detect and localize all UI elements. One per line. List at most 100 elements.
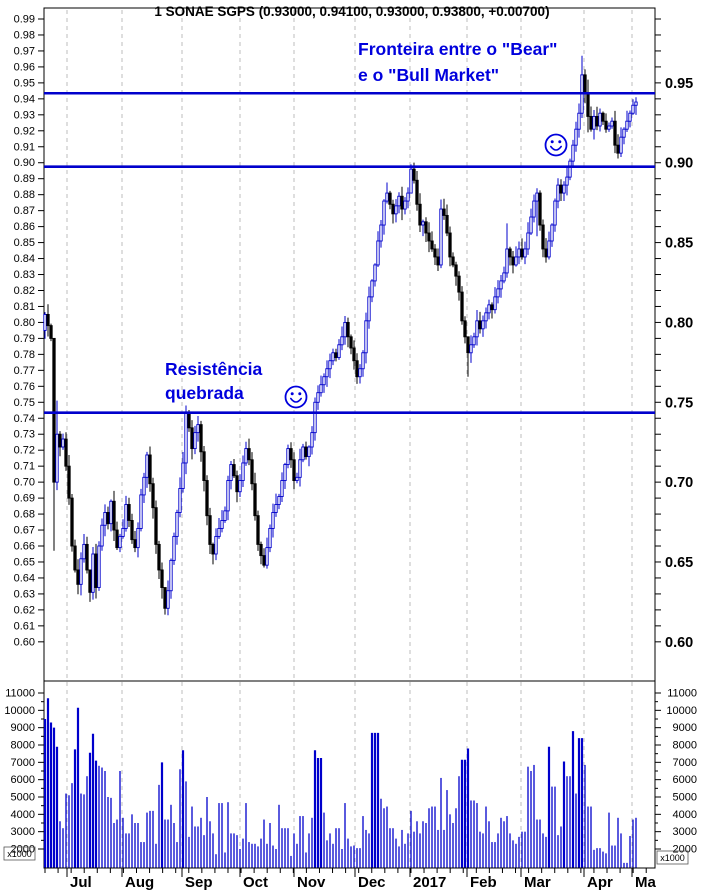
annotation-resistencia: Resistência quebrada [165,359,263,403]
svg-text:0.62: 0.62 [14,604,35,616]
svg-text:x1000: x1000 [660,853,685,863]
svg-text:0.68: 0.68 [14,509,35,521]
svg-text:Dec: Dec [358,874,386,890]
svg-text:0.69: 0.69 [14,493,35,505]
svg-text:0.65: 0.65 [14,556,35,568]
svg-text:4000: 4000 [11,809,35,821]
svg-text:Nov: Nov [297,874,326,890]
time-axis: Jul Aug Sep Oct Nov Dec 2017 Feb Mar Apr Ma [44,868,656,890]
svg-text:0.93: 0.93 [14,109,35,121]
annotation-resistencia-line1: Resistência [165,359,263,379]
annotation-bear-bull-line1: Fronteira entre o "Bear" [358,39,557,59]
svg-text:6000: 6000 [673,774,697,786]
svg-text:0.85: 0.85 [665,236,693,252]
svg-text:10000: 10000 [4,705,35,717]
svg-text:0.65: 0.65 [665,555,693,571]
svg-text:0.92: 0.92 [14,125,35,137]
svg-text:0.80: 0.80 [14,317,35,329]
svg-text:0.81: 0.81 [14,301,35,313]
svg-text:Oct: Oct [243,874,268,890]
svg-text:Mar: Mar [524,874,551,890]
smiley-face-icon [284,385,308,409]
svg-text:0.94: 0.94 [14,93,35,105]
price-candles [43,55,638,616]
svg-text:Ma: Ma [635,874,656,890]
svg-text:Sep: Sep [185,874,213,890]
svg-text:0.76: 0.76 [14,381,35,393]
annotation-resistencia-line2: quebrada [165,383,244,403]
svg-text:Aug: Aug [125,874,154,890]
svg-text:0.72: 0.72 [14,445,35,457]
svg-text:2000: 2000 [11,844,35,856]
svg-text:0.95: 0.95 [14,77,35,89]
svg-text:0.71: 0.71 [14,461,35,473]
svg-text:11000: 11000 [5,688,35,700]
svg-text:0.64: 0.64 [14,572,35,584]
svg-text:10000: 10000 [666,705,697,717]
annotation-bear-bull-line2: e o "Bull Market" [358,65,499,85]
svg-text:0.95: 0.95 [665,76,693,92]
svg-text:0.78: 0.78 [14,349,35,361]
svg-text:Feb: Feb [470,874,497,890]
smiley-face-icon [544,133,568,157]
svg-text:8000: 8000 [11,740,35,752]
svg-text:3000: 3000 [11,826,35,838]
svg-text:0.96: 0.96 [14,61,35,73]
svg-text:0.87: 0.87 [14,205,35,217]
annotation-bear-bull: Fronteira entre o "Bear" e o "Bull Marke… [358,39,557,85]
svg-text:0.60: 0.60 [665,635,693,651]
svg-text:0.83: 0.83 [14,269,35,281]
svg-text:0.91: 0.91 [14,141,35,153]
volume-bars [43,698,637,868]
support-resistance-lines [44,91,655,414]
svg-text:0.89: 0.89 [14,173,35,185]
svg-text:0.82: 0.82 [14,285,35,297]
svg-text:0.75: 0.75 [665,395,693,411]
svg-text:x1000: x1000 [7,849,32,859]
svg-text:0.70: 0.70 [14,477,35,489]
svg-text:0.84: 0.84 [14,253,35,265]
chart-title: 1 SONAE SGPS (0.93000, 0.94100, 0.93000,… [154,4,549,19]
svg-text:0.60: 0.60 [14,636,35,648]
svg-text:0.88: 0.88 [14,189,35,201]
svg-text:0.70: 0.70 [665,475,693,491]
svg-text:11000: 11000 [667,688,697,700]
svg-text:0.85: 0.85 [14,237,35,249]
svg-text:0.99: 0.99 [14,14,35,26]
svg-text:0.63: 0.63 [14,588,35,600]
svg-text:2017: 2017 [413,874,446,890]
svg-text:5000: 5000 [673,792,697,804]
svg-text:0.97: 0.97 [14,45,35,57]
svg-text:7000: 7000 [673,757,697,769]
svg-text:0.74: 0.74 [14,413,35,425]
svg-text:4000: 4000 [673,809,697,821]
svg-text:3000: 3000 [673,826,697,838]
svg-text:7000: 7000 [11,757,35,769]
volume-axis: 11000 11000 10000 10000 9000 9000 8000 8000 7000… [3,688,697,865]
svg-text:Jul: Jul [70,874,92,890]
svg-text:8000: 8000 [673,740,697,752]
svg-text:0.86: 0.86 [14,221,35,233]
month-gridlines [66,10,633,867]
svg-text:0.90: 0.90 [665,156,693,172]
svg-text:0.73: 0.73 [14,429,35,441]
svg-text:5000: 5000 [11,792,35,804]
svg-text:9000: 9000 [11,722,35,734]
svg-text:0.90: 0.90 [14,157,35,169]
svg-text:0.77: 0.77 [14,365,35,377]
svg-text:0.98: 0.98 [14,29,35,41]
svg-text:0.80: 0.80 [665,315,693,331]
svg-text:6000: 6000 [11,774,35,786]
svg-text:0.67: 0.67 [14,525,35,537]
price-axis: 0.99 0.98 0.97 0.96 0.95 0.94 0.93 0.92 0.91 0.90… [14,14,694,651]
svg-text:0.61: 0.61 [14,620,35,632]
svg-text:0.79: 0.79 [14,333,35,345]
smiley-icons [284,133,568,409]
svg-text:0.66: 0.66 [14,541,35,553]
svg-text:2000: 2000 [673,844,697,856]
svg-text:0.75: 0.75 [14,397,35,409]
svg-text:9000: 9000 [673,722,697,734]
svg-text:Apr: Apr [587,874,613,890]
